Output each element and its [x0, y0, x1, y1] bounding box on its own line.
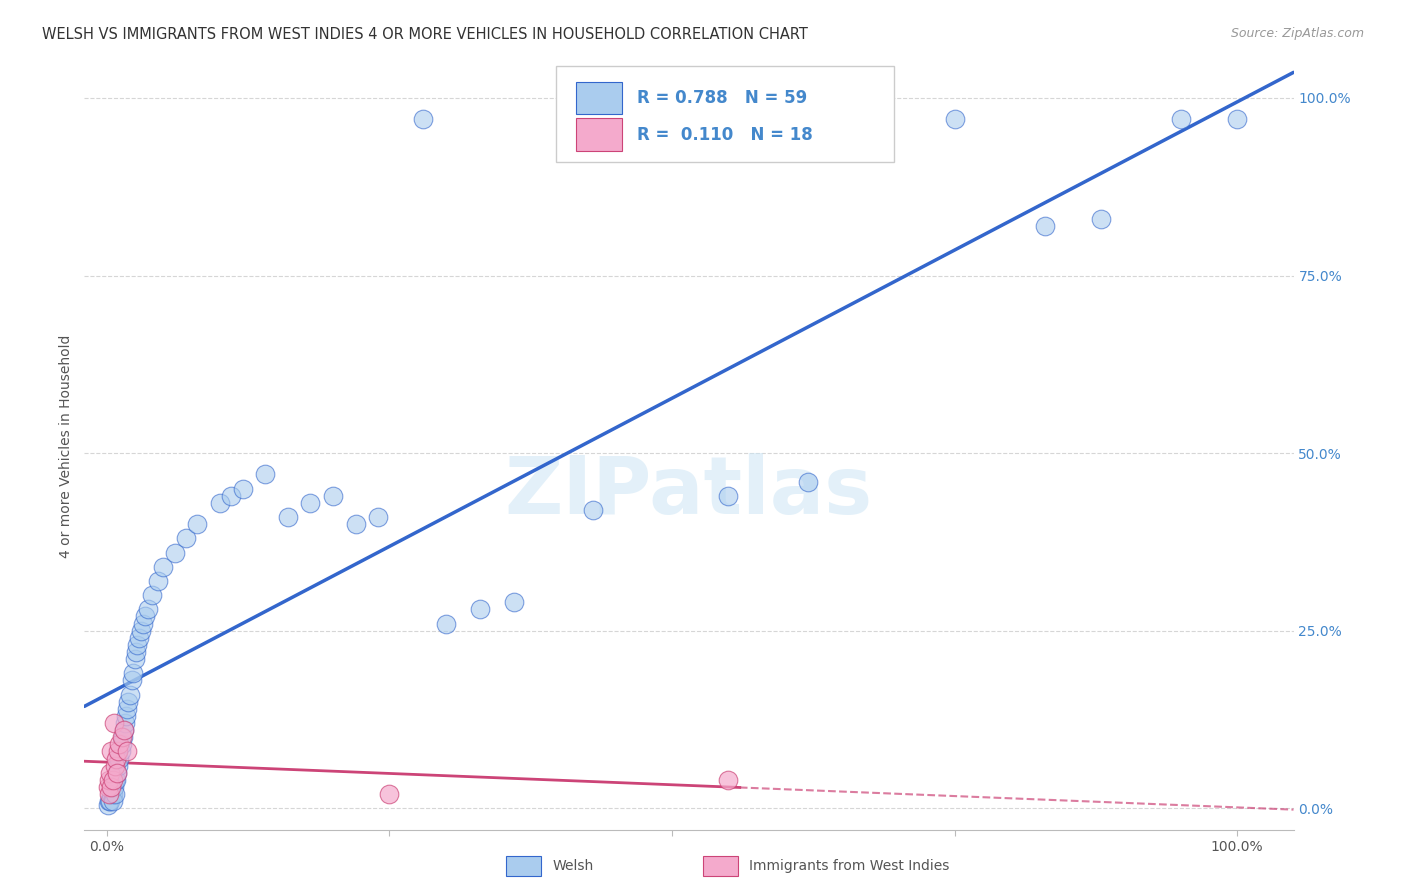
Point: [98, 787, 121, 801]
Point: [101, 772, 124, 787]
Point: [468, 602, 491, 616]
Point: [100, 787, 122, 801]
Point: [344, 517, 367, 532]
Point: [97, 780, 120, 794]
Point: [108, 751, 131, 765]
Point: [299, 496, 322, 510]
Text: R = 0.788   N = 59: R = 0.788 N = 59: [637, 88, 807, 107]
Point: [100, 780, 122, 794]
Bar: [576, 119, 623, 151]
Point: [98, 765, 121, 780]
Point: [114, 716, 136, 731]
Point: [129, 624, 152, 638]
Point: [502, 595, 524, 609]
Point: [105, 751, 128, 765]
Point: [943, 112, 966, 127]
Text: Source: ZipAtlas.com: Source: ZipAtlas.com: [1230, 27, 1364, 40]
Point: [174, 532, 197, 546]
Point: [117, 695, 139, 709]
Point: [101, 787, 124, 801]
Point: [112, 723, 135, 738]
Point: [105, 765, 128, 780]
Point: [101, 794, 124, 808]
Point: [98, 772, 121, 787]
Point: [103, 716, 125, 731]
Point: [219, 489, 242, 503]
Point: [108, 737, 131, 751]
Point: [117, 744, 139, 758]
Point: [111, 730, 134, 744]
Point: [104, 787, 127, 801]
Point: [254, 467, 277, 482]
Point: [111, 737, 134, 751]
Point: [717, 772, 740, 787]
Point: [105, 772, 128, 787]
Text: WELSH VS IMMIGRANTS FROM WEST INDIES 4 OR MORE VEHICLES IN HOUSEHOLD CORRELATION: WELSH VS IMMIGRANTS FROM WEST INDIES 4 O…: [42, 27, 808, 42]
Point: [208, 496, 231, 510]
Point: [104, 772, 127, 787]
Point: [115, 709, 138, 723]
Point: [98, 794, 121, 808]
Point: [141, 588, 163, 602]
Point: [128, 631, 150, 645]
Y-axis label: 4 or more Vehicles in Household: 4 or more Vehicles in Household: [59, 334, 73, 558]
Text: ZIPatlas: ZIPatlas: [505, 453, 873, 531]
Point: [186, 517, 208, 532]
Point: [232, 482, 254, 496]
Point: [152, 559, 174, 574]
Point: [105, 765, 128, 780]
Text: Welsh: Welsh: [553, 859, 593, 873]
FancyBboxPatch shape: [555, 66, 894, 162]
Point: [98, 794, 121, 808]
Point: [434, 616, 457, 631]
Point: [100, 744, 122, 758]
Point: [127, 638, 149, 652]
Point: [717, 489, 740, 503]
Point: [121, 673, 143, 688]
Point: [1090, 211, 1112, 226]
Text: Immigrants from West Indies: Immigrants from West Indies: [749, 859, 950, 873]
Point: [1033, 219, 1056, 233]
Point: [110, 744, 132, 758]
Point: [378, 787, 401, 801]
Point: [277, 510, 299, 524]
Point: [124, 652, 146, 666]
Point: [118, 688, 141, 702]
Point: [117, 702, 139, 716]
Point: [1170, 112, 1192, 127]
Point: [134, 609, 156, 624]
Point: [146, 574, 169, 588]
Point: [322, 489, 344, 503]
Point: [97, 797, 120, 812]
Bar: [576, 81, 623, 114]
Point: [367, 510, 389, 524]
Point: [112, 723, 135, 738]
Point: [125, 645, 148, 659]
Point: [132, 616, 155, 631]
Point: [122, 666, 145, 681]
Point: [412, 112, 434, 127]
Point: [1226, 112, 1249, 127]
Point: [104, 758, 127, 772]
Point: [107, 744, 129, 758]
Point: [103, 780, 125, 794]
Text: R =  0.110   N = 18: R = 0.110 N = 18: [637, 126, 813, 144]
Point: [107, 758, 129, 772]
Point: [163, 545, 186, 559]
Point: [111, 730, 134, 744]
Point: [136, 602, 159, 616]
Point: [796, 475, 818, 489]
Point: [582, 503, 605, 517]
